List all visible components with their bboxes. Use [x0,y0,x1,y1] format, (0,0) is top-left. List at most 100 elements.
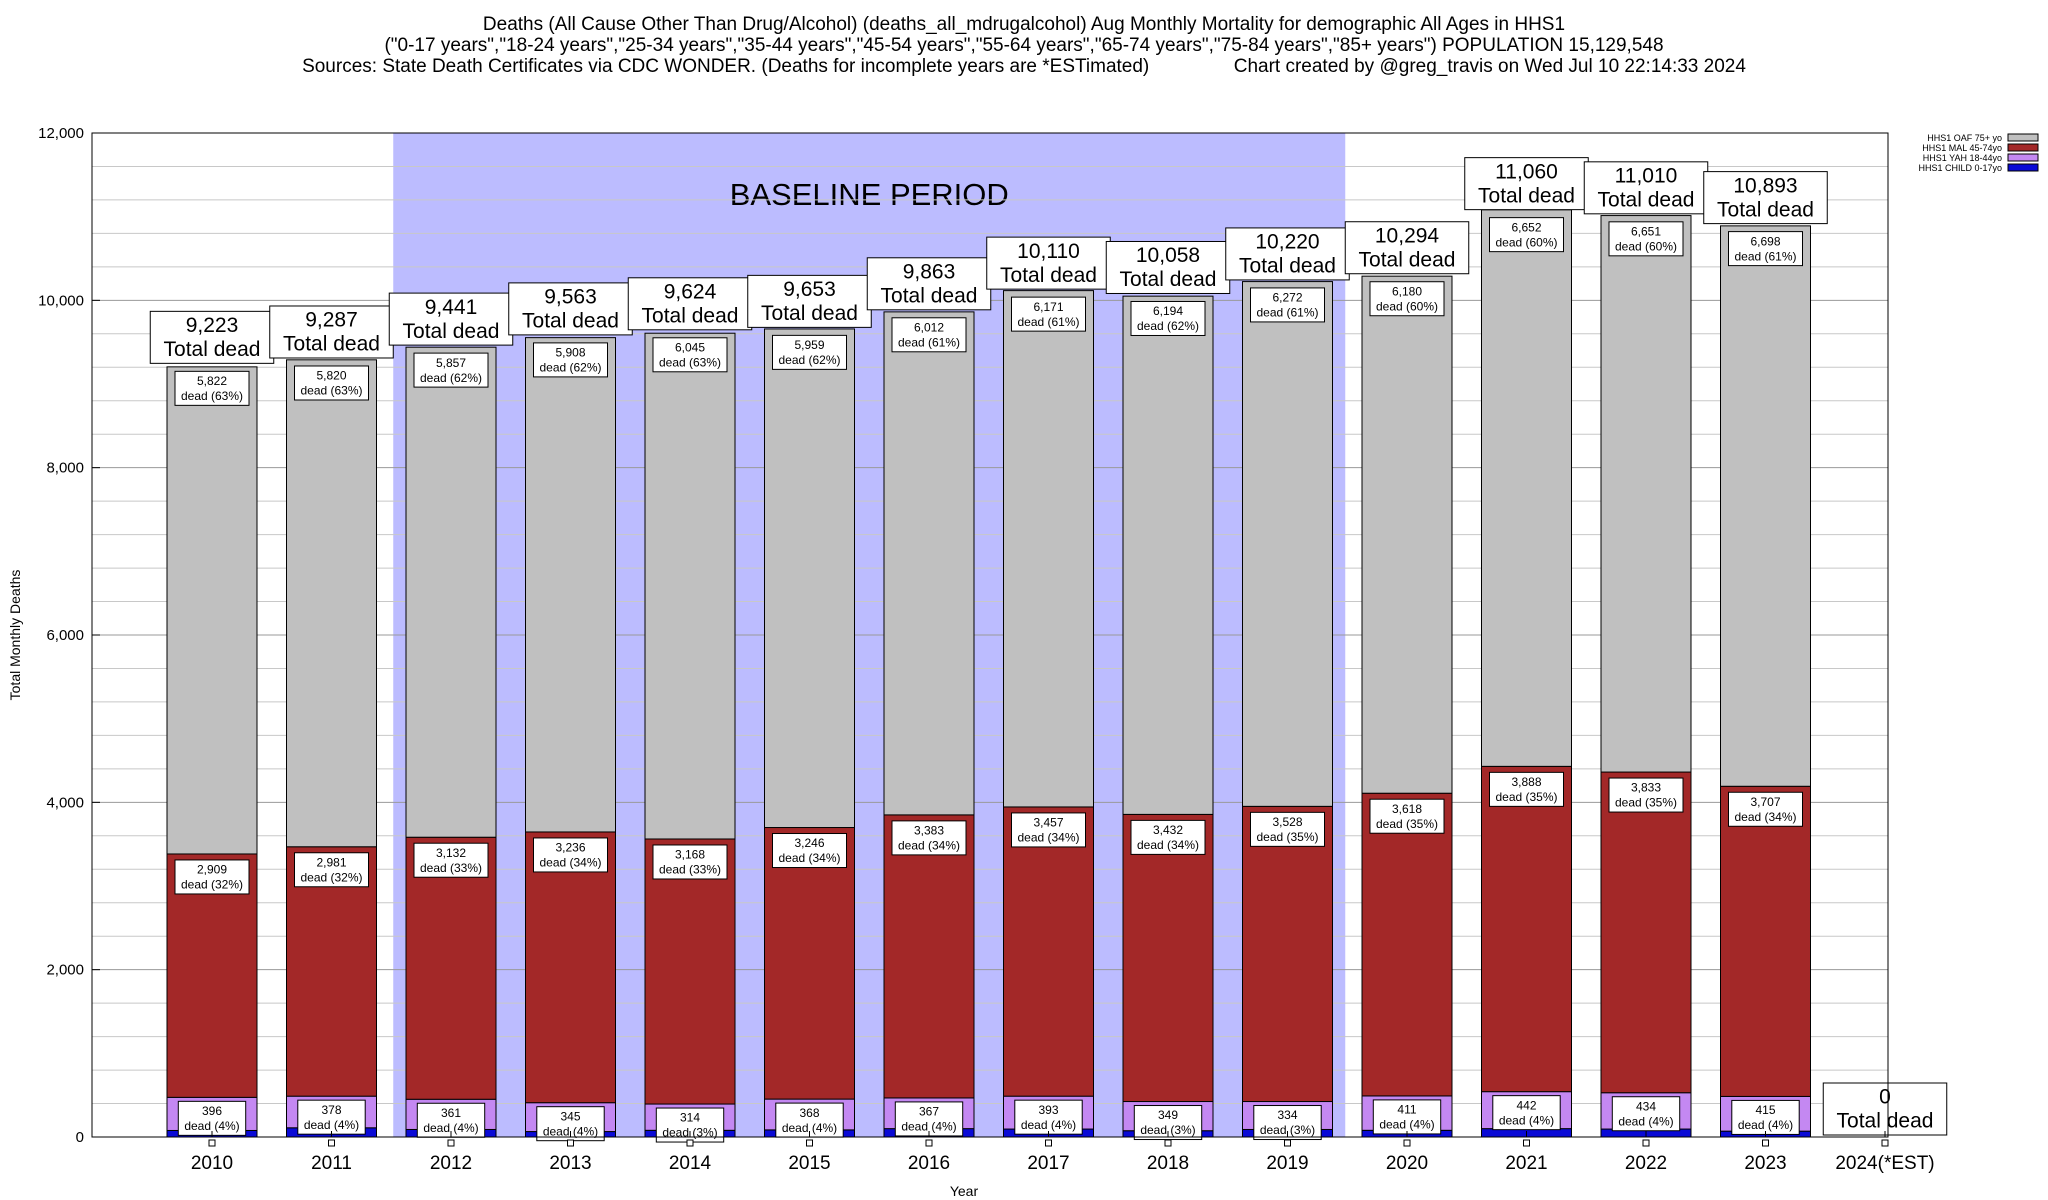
zero-marker [1284,1139,1291,1147]
yah-label-text: 393 [1038,1103,1058,1117]
yah-label-text: 345 [560,1109,580,1123]
total-label-text: 11,010 [1615,165,1678,188]
total-label-box [1703,171,1828,225]
yah-label-text: 314 [680,1111,700,1125]
x-tick-label: 2017 [1027,1153,1069,1174]
mal-label-box [1250,811,1325,847]
total-label-box [388,292,514,346]
legend-label-child: HHS1 CHILD 0-17yo [1918,163,2002,173]
zero-marker [208,1139,216,1147]
legend-label-mal: HHS1 MAL 45-74yo [1922,143,2002,153]
bar-segment-oaf [644,332,736,840]
oaf-label-box [174,370,250,406]
yah-label-text: dead (4%) [1379,1118,1434,1132]
zero-marker [1881,1139,1889,1147]
mal-label-text: 3,833 [1631,781,1661,795]
total-label-text: Total dead [164,338,261,361]
mal-label-text: 3,236 [555,841,585,855]
yah-label-text: 378 [321,1103,341,1117]
total-label-text: Total dead [403,320,500,343]
bar-segment-oaf [1720,225,1811,787]
x-tick-label: 2013 [549,1153,591,1174]
oaf-label-text: dead (61%) [1734,249,1796,263]
zero-marker [328,1139,335,1147]
oaf-label-text: dead (63%) [181,389,243,403]
mal-label-text: 3,618 [1392,802,1422,816]
legend-swatch-yah [2007,153,2039,162]
mal-label-text: dead (34%) [1017,831,1079,845]
oaf-label-text: dead (61%) [898,335,960,349]
yah-label-text: 415 [1755,1103,1775,1117]
legend-label-yah: HHS1 YAH 18-44yo [1923,153,2002,163]
total-label-box [1583,161,1709,215]
legend-label-oaf: HHS1 OAF 75+ yo [1927,133,2002,143]
mal-label-text: 3,383 [914,824,944,838]
yah-label-text: dead (3%) [1140,1123,1195,1137]
bar-segment-oaf [1481,209,1572,767]
bar-segment-mal [525,831,616,1104]
oaf-label-text: dead (62%) [778,353,840,367]
zero-marker [925,1139,933,1147]
yah-label-text: 434 [1636,1099,1656,1113]
yah-label-text: 349 [1158,1108,1178,1122]
oaf-label-text: 5,908 [555,346,585,360]
y-tick-label: 4,000 [46,794,84,811]
yah-label-text: 334 [1277,1108,1297,1122]
bar-segment-mal [166,853,258,1098]
mal-label-box [1130,819,1206,855]
zero-marker [1045,1139,1052,1147]
mal-label-text: dead (34%) [539,856,601,870]
oaf-label-box [1011,296,1086,332]
oaf-label-text: 6,194 [1153,304,1183,318]
bar-segment-oaf [1600,215,1692,773]
zero-marker [1523,1139,1530,1147]
bar-segment-oaf [883,311,975,816]
mal-label-text: dead (32%) [300,870,362,884]
x-tick-label: 2014 [669,1153,712,1174]
bar-segment-mal [1720,785,1811,1097]
total-label-box [747,274,872,328]
oaf-label-text: dead (60%) [1615,240,1677,254]
mal-label-box [891,820,967,856]
total-label-text: 9,441 [425,296,478,319]
mal-label-box [413,842,489,878]
zero-marker [1403,1139,1411,1147]
mal-label-text: 3,246 [794,836,824,850]
y-tick-label: 2,000 [46,962,84,979]
bar-segment-oaf [1122,295,1214,815]
total-label-text: Total dead [522,310,619,333]
mal-label-text: dead (35%) [1615,796,1677,810]
oaf-label-box [1489,217,1564,253]
yah-label-text: dead (4%) [423,1121,478,1135]
bar-segment-oaf [1003,290,1094,808]
oaf-label-text: dead (63%) [659,355,721,369]
oaf-label-text: 6,180 [1392,284,1422,298]
oaf-label-text: dead (62%) [539,361,601,375]
bar-segment-mal [764,827,855,1100]
mal-label-text: dead (34%) [1137,838,1199,852]
oaf-label-box [294,365,369,401]
x-tick-label: 2016 [908,1153,950,1174]
grid-layer [92,165,1888,1105]
oaf-label-box [1130,300,1206,336]
total-label-box [1344,221,1470,275]
total-label-text: Total dead [1359,248,1456,271]
